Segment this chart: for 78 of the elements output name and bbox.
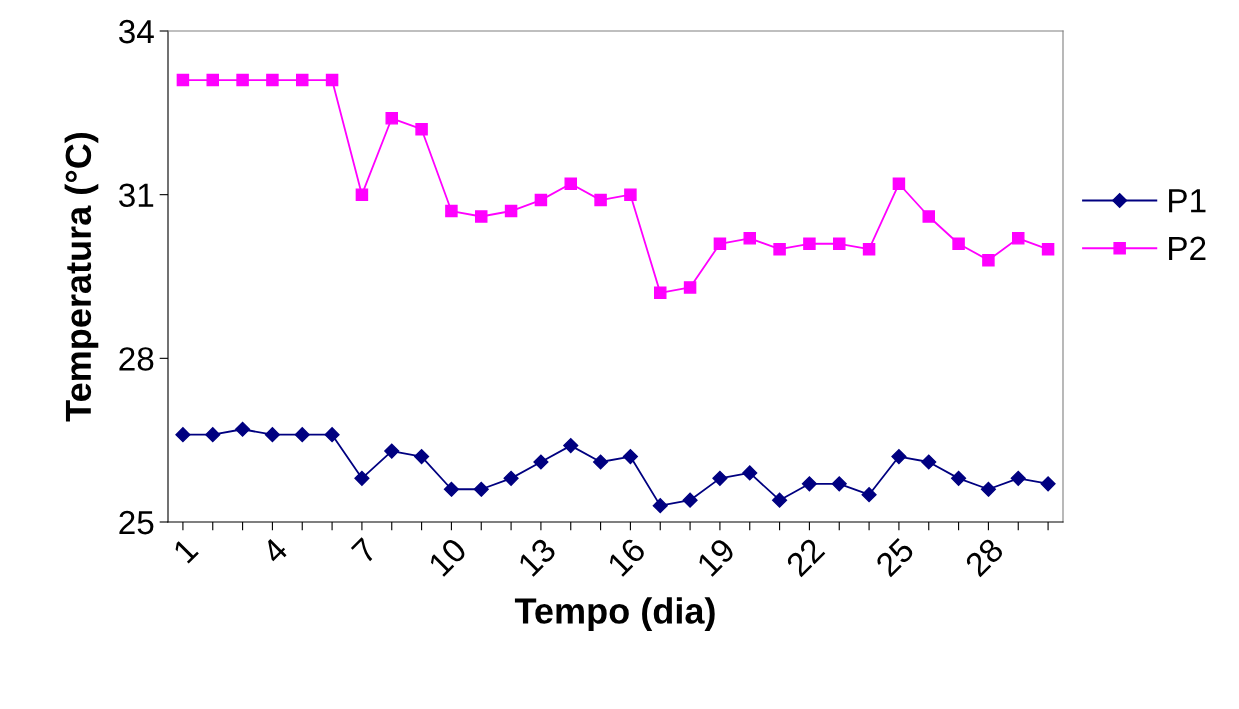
x-tick-label: 25	[874, 536, 916, 578]
point	[653, 286, 667, 300]
point	[206, 73, 220, 87]
point	[564, 177, 578, 191]
point	[414, 448, 430, 465]
point	[773, 242, 786, 256]
point	[712, 470, 728, 486]
x-tick-label: 1	[172, 537, 199, 564]
x-tick-label: 22	[785, 537, 826, 578]
y-tick-label: 34	[119, 19, 154, 44]
x-tick-label: 13	[517, 536, 558, 577]
point	[324, 427, 340, 443]
point	[622, 448, 638, 465]
point	[355, 188, 369, 201]
point	[922, 210, 936, 223]
point	[385, 112, 399, 125]
x-tick-label: 10	[427, 536, 468, 577]
point	[415, 122, 428, 136]
y-axis-title: Temperatura (°C)	[64, 132, 99, 422]
point	[742, 465, 758, 481]
point	[593, 454, 609, 470]
point	[294, 427, 310, 443]
y-tick-label: 28	[119, 347, 154, 371]
point	[236, 73, 249, 87]
point	[445, 204, 458, 218]
point	[892, 177, 906, 191]
point	[205, 427, 221, 443]
point	[175, 427, 191, 443]
point	[594, 193, 607, 207]
point	[682, 492, 698, 508]
point	[1040, 476, 1056, 492]
point	[952, 237, 965, 251]
x-tick-label: 19	[696, 536, 737, 577]
point	[921, 454, 937, 470]
point	[980, 481, 996, 497]
point	[772, 492, 788, 508]
point	[534, 193, 548, 207]
point	[563, 438, 579, 454]
point	[176, 73, 190, 87]
point	[861, 487, 877, 503]
point	[862, 242, 876, 256]
point	[1011, 232, 1025, 245]
point	[891, 448, 907, 465]
point	[266, 73, 279, 87]
point	[803, 237, 816, 251]
x-tick-label: 7	[350, 537, 378, 565]
point	[443, 481, 459, 497]
point	[982, 253, 995, 267]
point	[951, 470, 967, 486]
point	[473, 481, 489, 497]
point	[1010, 470, 1026, 486]
point	[503, 470, 519, 486]
point	[264, 427, 280, 443]
point	[504, 204, 518, 218]
point	[743, 232, 757, 245]
x-tick-label: 28	[964, 536, 1005, 578]
point	[474, 210, 488, 223]
point	[1041, 242, 1055, 256]
point	[832, 237, 846, 251]
point	[831, 476, 847, 492]
point	[683, 281, 697, 294]
point	[295, 73, 309, 87]
point	[533, 454, 549, 470]
point	[354, 470, 370, 486]
point	[713, 237, 727, 251]
x-tick-label: 16	[606, 536, 647, 577]
x-tick-label: 4	[260, 536, 289, 565]
point	[624, 188, 637, 201]
y-tick-label: 31	[119, 183, 154, 208]
point	[801, 476, 817, 492]
x-axis-title: Tempo (dia)	[514, 597, 715, 631]
point	[652, 498, 668, 514]
legend-label: P1	[1169, 189, 1206, 213]
point	[325, 73, 339, 87]
legend-label: P2	[1169, 236, 1206, 260]
point	[384, 443, 400, 459]
point	[235, 421, 251, 437]
y-tick-label: 25	[119, 510, 154, 535]
